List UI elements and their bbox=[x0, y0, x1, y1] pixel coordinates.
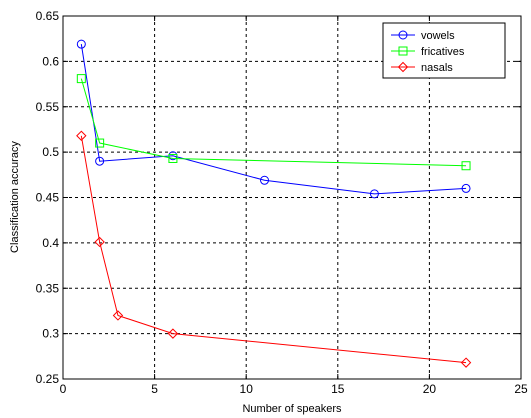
x-tick-label: 15 bbox=[331, 382, 345, 396]
fricatives-point bbox=[76, 74, 86, 84]
y-tick-label: 0.35 bbox=[36, 281, 60, 295]
y-tick-label: 0.25 bbox=[36, 372, 60, 386]
x-tick-label: 5 bbox=[151, 382, 158, 396]
data-series bbox=[76, 39, 472, 368]
y-tick-label: 0.55 bbox=[36, 100, 60, 114]
x-axis-label: Number of speakers bbox=[242, 403, 342, 415]
nasals-point bbox=[460, 357, 472, 368]
vowels-point bbox=[260, 175, 270, 185]
y-tick-label: 0.4 bbox=[42, 236, 59, 250]
nasals-point bbox=[112, 310, 124, 321]
legend-marker bbox=[398, 30, 408, 40]
vowels-point bbox=[461, 183, 471, 193]
legend-marker bbox=[397, 61, 409, 73]
vowels-point bbox=[95, 156, 105, 166]
y-axis-label: Classification accuracy bbox=[9, 141, 21, 253]
series-fricatives bbox=[76, 74, 471, 171]
y-tick-label: 0.45 bbox=[36, 191, 60, 205]
vowels-line bbox=[80, 44, 467, 195]
legend-label: fricatives bbox=[421, 46, 465, 58]
series-nasals bbox=[76, 130, 472, 368]
axis-ticks: 0 5 10 15 20 25 0.25 0.3 0.35 0.4 0.45 0.5 0.55 0.6 0.… bbox=[36, 9, 528, 396]
x-tick-label: 10 bbox=[240, 382, 254, 396]
y-tick-label: 0.3 bbox=[42, 327, 59, 341]
y-tick-label: 0.65 bbox=[36, 9, 60, 23]
nasals-point bbox=[76, 130, 87, 141]
legend-label: vowels bbox=[421, 30, 455, 42]
legend-item-nasals: nasals bbox=[391, 61, 453, 74]
series-vowels bbox=[76, 39, 471, 199]
x-tick-label: 25 bbox=[514, 382, 528, 396]
nasals-point bbox=[167, 328, 179, 339]
fricatives-point bbox=[461, 161, 471, 171]
legend: vowels fricatives nasals bbox=[382, 22, 506, 79]
y-tick-label: 0.6 bbox=[42, 54, 59, 68]
legend-item-fricatives: fricatives bbox=[391, 46, 465, 58]
legend-label: nasals bbox=[421, 62, 453, 74]
fricatives-line bbox=[80, 78, 467, 167]
nasals-point bbox=[94, 236, 105, 248]
legend-item-vowels: vowels bbox=[391, 30, 455, 42]
legend-marker bbox=[398, 46, 408, 56]
fricatives-point bbox=[168, 153, 178, 163]
vowels-point bbox=[369, 189, 379, 199]
nasals-line bbox=[80, 135, 467, 364]
x-tick-label: 0 bbox=[60, 382, 67, 396]
vowels-point bbox=[76, 39, 86, 49]
y-tick-label: 0.5 bbox=[42, 145, 59, 159]
fricatives-point bbox=[95, 138, 105, 148]
x-tick-label: 20 bbox=[423, 382, 437, 396]
